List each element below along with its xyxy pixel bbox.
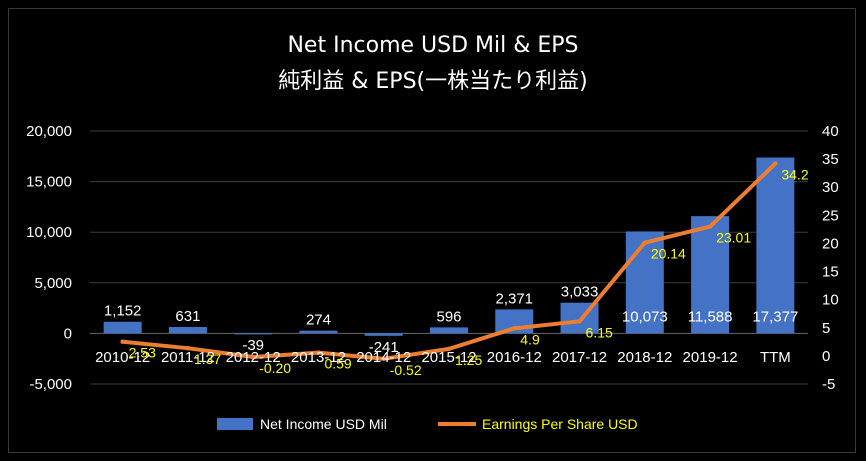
y-right-tick-label: 25 (822, 207, 839, 224)
eps-point (512, 326, 517, 331)
x-tick-label: 2010-12 (95, 349, 150, 366)
y-left-tick-label: -5,000 (29, 376, 72, 393)
legend: Net Income USD Mil Earnings Per Share US… (217, 416, 638, 432)
bar-data-label: -39 (242, 337, 264, 354)
bar (625, 231, 664, 334)
y-left-tick-label: 10,000 (26, 224, 72, 241)
x-tick-label: 2019-12 (683, 349, 738, 366)
bar (168, 327, 207, 334)
eps-data-label: 1.25 (455, 352, 482, 368)
chart-subtitle: 純利益 & EPS(一株当たり利益) (278, 69, 587, 94)
x-tick-label: 2017-12 (552, 349, 607, 366)
x-tick-label: 2013-12 (291, 349, 346, 366)
eps-point (185, 345, 191, 351)
eps-point (316, 350, 321, 355)
eps-point (446, 346, 452, 352)
eps-data-label: 20.14 (651, 246, 686, 262)
y-right-tick-label: -5 (822, 376, 835, 393)
y-right-tick-label: 20 (822, 235, 839, 252)
bar-data-label: 631 (175, 308, 200, 325)
eps-data-label: 23.01 (716, 230, 751, 246)
bar-data-label: 11,588 (688, 308, 733, 325)
eps-point (773, 161, 778, 166)
eps-point (642, 240, 648, 245)
bar-data-label: 3,033 (561, 284, 599, 301)
bar (756, 157, 795, 334)
y-right-tick-label: 35 (822, 151, 839, 168)
bar (364, 333, 403, 336)
y-right-tick-label: 40 (822, 123, 839, 140)
eps-point (250, 354, 256, 360)
bar (430, 327, 468, 334)
bar-data-label: -241 (369, 339, 399, 356)
bar (299, 330, 338, 334)
y-left-tick-label: 0 (64, 325, 72, 342)
x-tick-label: 2018-12 (617, 349, 672, 366)
bar-data-label: 1,152 (104, 303, 142, 320)
x-tick-label: 2016-12 (487, 349, 542, 366)
legend-swatch-net-income (217, 418, 253, 430)
chart-title: Net Income USD Mil & EPS (287, 33, 578, 58)
eps-data-label: 0.59 (324, 356, 351, 372)
y-left-tick-label: 20,000 (26, 123, 72, 140)
eps-point (577, 319, 582, 324)
eps-data-label: -0.20 (259, 360, 291, 376)
y-left-tick-label: 15,000 (26, 174, 72, 191)
x-tick-label: 2015-12 (421, 349, 476, 366)
eps-data-label: -0.52 (390, 362, 422, 378)
x-tick-label: 2014-12 (356, 349, 411, 366)
y-right-tick-label: 10 (822, 292, 839, 309)
y-right-tick-label: 5 (822, 320, 830, 337)
legend-label-net-income: Net Income USD Mil (260, 416, 387, 432)
y-left-tick-label: 5,000 (34, 275, 72, 292)
bar (691, 216, 730, 334)
eps-data-label: 34.2 (781, 167, 808, 183)
eps-point (120, 339, 125, 344)
x-tick-label: 2012-12 (226, 349, 281, 366)
y-right-tick-label: 0 (822, 348, 830, 365)
eps-point (707, 224, 713, 229)
eps-point (381, 356, 386, 362)
y-right-tick-label: 30 (822, 179, 839, 196)
y-right-tick-label: 15 (822, 264, 839, 281)
bar-data-label: 2,371 (495, 290, 533, 307)
bar (234, 333, 273, 335)
bar-data-label: 10,073 (622, 308, 668, 325)
eps-data-label: 1.37 (194, 351, 221, 367)
eps-data-label: 2.53 (129, 345, 156, 361)
x-tick-label: TTM (760, 349, 791, 366)
bar-data-label: 17,377 (752, 308, 798, 325)
bar (103, 321, 142, 334)
bar-data-label: 596 (436, 308, 461, 325)
legend-label-eps: Earnings Per Share USD (482, 416, 638, 432)
eps-data-label: 4.9 (520, 331, 540, 347)
eps-data-label: 6.15 (586, 324, 613, 340)
bar-data-label: 274 (306, 312, 331, 329)
x-tick-label: 2011-12 (161, 349, 215, 366)
